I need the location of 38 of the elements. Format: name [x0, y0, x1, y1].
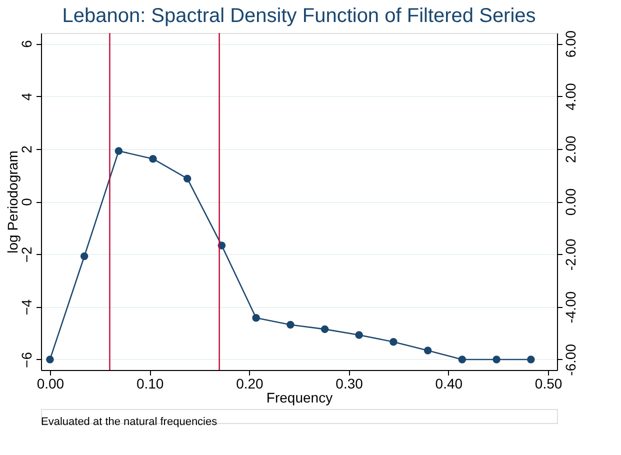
- y-tick-label: 2: [18, 145, 34, 154]
- x-tick-label: 0.30: [336, 376, 364, 392]
- y2-tick-label: -4.00: [562, 291, 578, 324]
- text: Evaluated at the natural frequencies: [41, 416, 218, 428]
- x-tick-label: 0.20: [236, 376, 264, 392]
- point: [527, 356, 535, 364]
- point: [114, 147, 123, 155]
- point: [320, 325, 329, 334]
- point: [286, 320, 294, 329]
- y-tick-label: −6: [18, 352, 34, 368]
- point: [390, 338, 398, 346]
- point: [149, 154, 157, 163]
- x-tick-label: 0.10: [136, 376, 164, 392]
- y-tick-label: 6: [18, 40, 34, 48]
- y2-tick-label: -2.00: [562, 238, 578, 271]
- point: [183, 174, 192, 182]
- y-tick-label: 0: [18, 198, 34, 206]
- y2-tick-label: 6.00: [562, 30, 578, 58]
- point: [458, 356, 466, 364]
- y2-tick-label: 2.00: [562, 136, 578, 163]
- x-tick-label: 0.40: [435, 376, 463, 392]
- y2-tick-label: 0.00: [562, 188, 578, 216]
- y-tick-label: −4: [18, 299, 34, 316]
- point: [355, 331, 363, 339]
- point: [252, 314, 260, 322]
- point: [492, 356, 500, 364]
- y2-tick-label: 4.00: [562, 82, 578, 110]
- point: [424, 346, 432, 354]
- y-tick-label: 4: [18, 92, 34, 101]
- x-tick-label: 0.50: [534, 376, 562, 392]
- y2-tick-label: -6.00: [562, 344, 578, 376]
- y-tick-label: −2: [18, 246, 34, 263]
- point: [80, 252, 88, 260]
- y-axis-title: log Periodogram: [4, 150, 20, 254]
- x-axis-title: Frequency: [266, 390, 333, 406]
- point: [46, 356, 54, 364]
- x-tick-label: 0.00: [36, 376, 64, 392]
- chart-title: Lebanon: Spactral Density Function of Filtered Series: [62, 4, 536, 27]
